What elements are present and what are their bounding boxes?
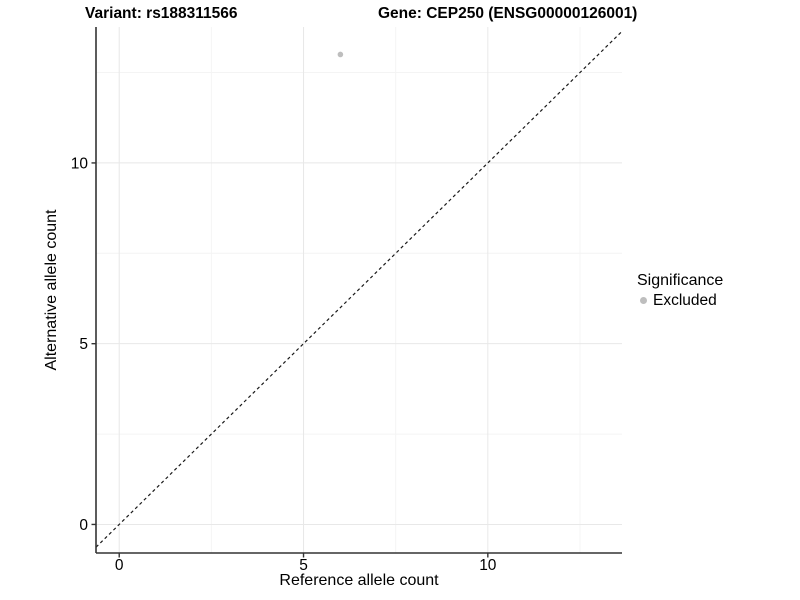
x-tick-label: 0 — [115, 557, 124, 574]
legend-point-icon — [640, 297, 647, 304]
y-tick-label: 5 — [79, 336, 88, 353]
y-tick-label: 0 — [79, 517, 88, 534]
legend-entry-excluded: Excluded — [637, 291, 723, 310]
x-axis-label: Reference allele count — [279, 572, 439, 589]
x-tick-label: 10 — [479, 557, 497, 574]
legend-entry-label: Excluded — [653, 292, 717, 309]
legend-title: Significance — [637, 272, 724, 289]
y-axis-label: Alternative allele count — [43, 209, 60, 371]
legend: Significance Excluded — [637, 271, 723, 310]
x-tick-label: 5 — [299, 557, 308, 574]
title-variant: Variant: rs188311566 — [85, 5, 238, 22]
title-gene: Gene: CEP250 (ENSG00000126001) — [378, 5, 638, 22]
data-point — [337, 51, 344, 58]
identity-reference-line — [95, 30, 623, 548]
y-tick-label: 10 — [71, 155, 89, 172]
